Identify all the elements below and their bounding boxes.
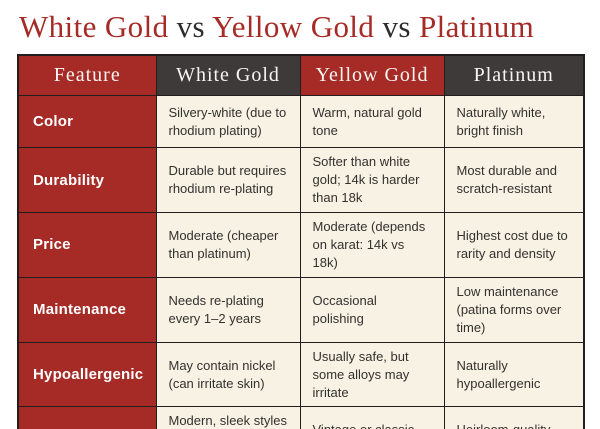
title-segment: Yellow Gold — [212, 9, 375, 44]
table-row: Price Moderate (cheaper than platinum) Mod… — [17, 212, 585, 278]
feature-label: Color — [17, 95, 157, 149]
value-cell: Usually safe, but some alloys may irrita… — [299, 341, 445, 408]
page-title: White Gold vs Yellow Gold vs Platinum — [19, 9, 583, 45]
value-cell: Moderate (depends on karat: 14k vs 18k) — [299, 212, 445, 278]
value-cell: Low maintenance (patina forms over time) — [443, 276, 585, 343]
title-segment: White Gold — [19, 9, 169, 44]
column-header-white-gold: White Gold — [155, 54, 301, 97]
value-cell: Heirloom-quality, luxury jewelry — [443, 406, 585, 429]
column-header-feature: Feature — [17, 54, 157, 97]
table-header: Feature White Gold Yellow Gold Platinum — [17, 54, 585, 97]
value-cell: Warm, natural gold tone — [299, 95, 445, 149]
column-header-platinum: Platinum — [443, 54, 585, 97]
comparison-table: Feature White Gold Yellow Gold Platinum Col… — [17, 53, 585, 429]
feature-label: Hypoallergenic — [17, 341, 157, 408]
feature-label: Price — [17, 212, 157, 278]
feature-label: Best For — [17, 406, 157, 429]
value-cell: Most durable and scratch-resistant — [443, 147, 585, 214]
value-cell: Modern, sleek styles and diamond setting… — [155, 406, 301, 429]
title-vs: vs — [374, 9, 419, 44]
value-cell: Vintage or classic styles — [299, 406, 445, 429]
table-row: Hypoallergenic May contain nickel (can ir… — [17, 341, 585, 408]
table-row: Best ForModern, sleek styles and diamond… — [17, 406, 585, 429]
value-cell: Needs re-plating every 1–2 years — [155, 276, 301, 343]
table-row: Maintenance Needs re-plating every 1–2 ye… — [17, 276, 585, 343]
value-cell: Durable but requires rhodium re-plating — [155, 147, 301, 214]
value-cell: Naturally hypoallergenic — [443, 341, 585, 408]
value-cell: Silvery-white (due to rhodium plating) — [155, 95, 301, 149]
table-row: Durability Durable but requires rhodium r… — [17, 147, 585, 214]
value-cell: Highest cost due to rarity and density — [443, 212, 585, 278]
value-cell: Moderate (cheaper than platinum) — [155, 212, 301, 278]
feature-label: Maintenance — [17, 276, 157, 343]
value-cell: May contain nickel (can irritate skin) — [155, 341, 301, 408]
table-body: Color Silvery-white (due to rhodium plati… — [17, 95, 585, 429]
title-vs: vs — [168, 9, 213, 44]
value-cell: Occasional polishing — [299, 276, 445, 343]
feature-label: Durability — [17, 147, 157, 214]
value-cell: Naturally white, bright finish — [443, 95, 585, 149]
column-header-yellow-gold: Yellow Gold — [299, 54, 445, 97]
table-row: Color Silvery-white (due to rhodium plati… — [17, 95, 585, 149]
header-row: Feature White Gold Yellow Gold Platinum — [17, 54, 585, 97]
title-segment: Platinum — [419, 9, 535, 44]
value-cell: Softer than white gold; 14k is harder th… — [299, 147, 445, 214]
